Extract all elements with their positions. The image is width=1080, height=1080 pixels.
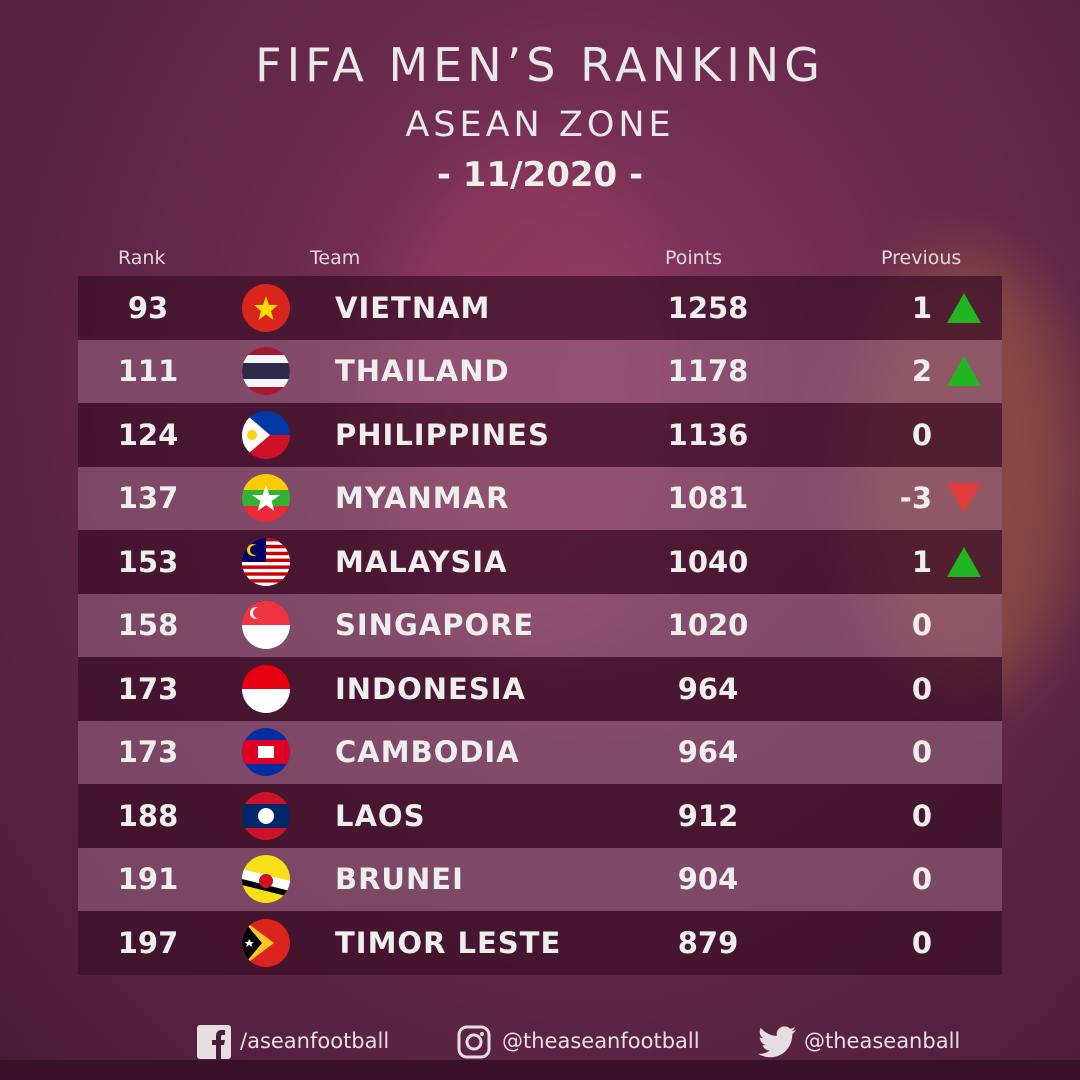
trend-up-icon: [947, 546, 981, 577]
table-row: 197 TIMOR LESTE 879 0: [78, 911, 1002, 975]
table-row: 153 MALAYSIA 1040 1: [78, 530, 1002, 594]
points-cell: 1136: [667, 417, 749, 452]
header-previous: Previous: [881, 247, 962, 269]
team-cell: INDONESIA: [335, 671, 526, 706]
facebook-handle[interactable]: /aseanfootball: [240, 1029, 390, 1053]
page-title: FIFA MEN’S RANKING: [255, 38, 825, 92]
rank-cell: 93: [127, 290, 169, 325]
table-row: 158 SINGAPORE 1020 0: [78, 593, 1002, 657]
rank-cell: 173: [117, 735, 179, 770]
previous-cell: 2: [911, 354, 932, 389]
rank-cell: 124: [117, 417, 179, 452]
points-cell: 1178: [667, 354, 749, 389]
previous-cell: 0: [911, 735, 932, 770]
instagram-icon: [457, 1025, 491, 1059]
points-cell: 1020: [667, 608, 749, 643]
previous-cell: 1: [911, 544, 932, 579]
table-row: 111 THAILAND 1178 2: [78, 339, 1002, 403]
laos-flag-icon: [242, 791, 290, 840]
myanmar-flag-icon: [242, 474, 290, 523]
table-row: 173 CAMBODIA 964 0: [78, 720, 1002, 784]
social-footer: /aseanfootball @theaseanfootball @thease…: [0, 1025, 1080, 1061]
points-cell: 1258: [667, 290, 749, 325]
points-cell: 912: [677, 798, 739, 833]
trend-up-icon: [947, 292, 981, 323]
indonesia-flag-icon: [242, 664, 290, 713]
team-cell: VIETNAM: [335, 290, 491, 325]
ranking-table: 93 VIETNAM 1258 1 111 THAILAND 1178 2 124 …: [78, 276, 1002, 975]
table-row: 191 BRUNEI 904 0: [78, 847, 1002, 911]
rank-cell: 158: [117, 608, 179, 643]
points-cell: 879: [677, 925, 739, 960]
rank-cell: 137: [117, 481, 179, 516]
previous-cell: 1: [911, 290, 932, 325]
points-cell: 904: [677, 862, 739, 897]
table-row: 137 MYANMAR 1081 -3: [78, 466, 1002, 530]
previous-cell: 0: [911, 798, 932, 833]
table-row: 173 INDONESIA 964 0: [78, 657, 1002, 721]
header-rank: Rank: [118, 247, 166, 269]
facebook-icon: [197, 1025, 231, 1059]
trend-up-icon: [947, 356, 981, 387]
rank-cell: 188: [117, 798, 179, 833]
team-cell: MALAYSIA: [335, 544, 508, 579]
points-cell: 1040: [667, 544, 749, 579]
timor-leste-flag-icon: [242, 918, 290, 967]
previous-cell: 0: [911, 608, 932, 643]
rank-cell: 191: [117, 862, 179, 897]
table-row: 93 VIETNAM 1258 1: [78, 276, 1002, 340]
previous-cell: 0: [911, 417, 932, 452]
points-cell: 1081: [667, 481, 749, 516]
footer-bar: [0, 1060, 1080, 1080]
rank-cell: 197: [117, 925, 179, 960]
team-cell: LAOS: [335, 798, 426, 833]
rank-cell: 111: [117, 354, 179, 389]
team-cell: TIMOR LESTE: [335, 925, 562, 960]
previous-cell: 0: [911, 671, 932, 706]
trend-down-icon: [947, 483, 981, 514]
previous-cell: 0: [911, 862, 932, 897]
previous-cell: 0: [911, 925, 932, 960]
header-team: Team: [310, 247, 361, 269]
twitter-handle[interactable]: @theaseanball: [804, 1029, 961, 1053]
points-cell: 964: [677, 671, 739, 706]
brunei-flag-icon: [242, 855, 290, 904]
team-cell: THAILAND: [335, 354, 510, 389]
table-row: 124 PHILIPPINES 1136 0: [78, 403, 1002, 467]
ranking-date: - 11/2020 -: [436, 155, 644, 195]
team-cell: CAMBODIA: [335, 735, 520, 770]
page-subtitle: ASEAN ZONE: [405, 105, 675, 145]
header-points: Points: [665, 247, 723, 269]
previous-cell: -3: [899, 481, 932, 516]
singapore-flag-icon: [242, 601, 290, 650]
team-cell: SINGAPORE: [335, 608, 535, 643]
cambodia-flag-icon: [242, 728, 290, 777]
team-cell: MYANMAR: [335, 481, 510, 516]
instagram-handle[interactable]: @theaseanfootball: [502, 1029, 700, 1053]
philippines-flag-icon: [242, 410, 290, 459]
rank-cell: 173: [117, 671, 179, 706]
malaysia-flag-icon: [242, 537, 290, 586]
twitter-icon: [758, 1026, 796, 1058]
table-row: 188 LAOS 912 0: [78, 784, 1002, 848]
thailand-flag-icon: [242, 347, 290, 396]
rank-cell: 153: [117, 544, 179, 579]
vietnam-flag-icon: [242, 283, 290, 332]
points-cell: 964: [677, 735, 739, 770]
team-cell: BRUNEI: [335, 862, 464, 897]
team-cell: PHILIPPINES: [335, 417, 550, 452]
